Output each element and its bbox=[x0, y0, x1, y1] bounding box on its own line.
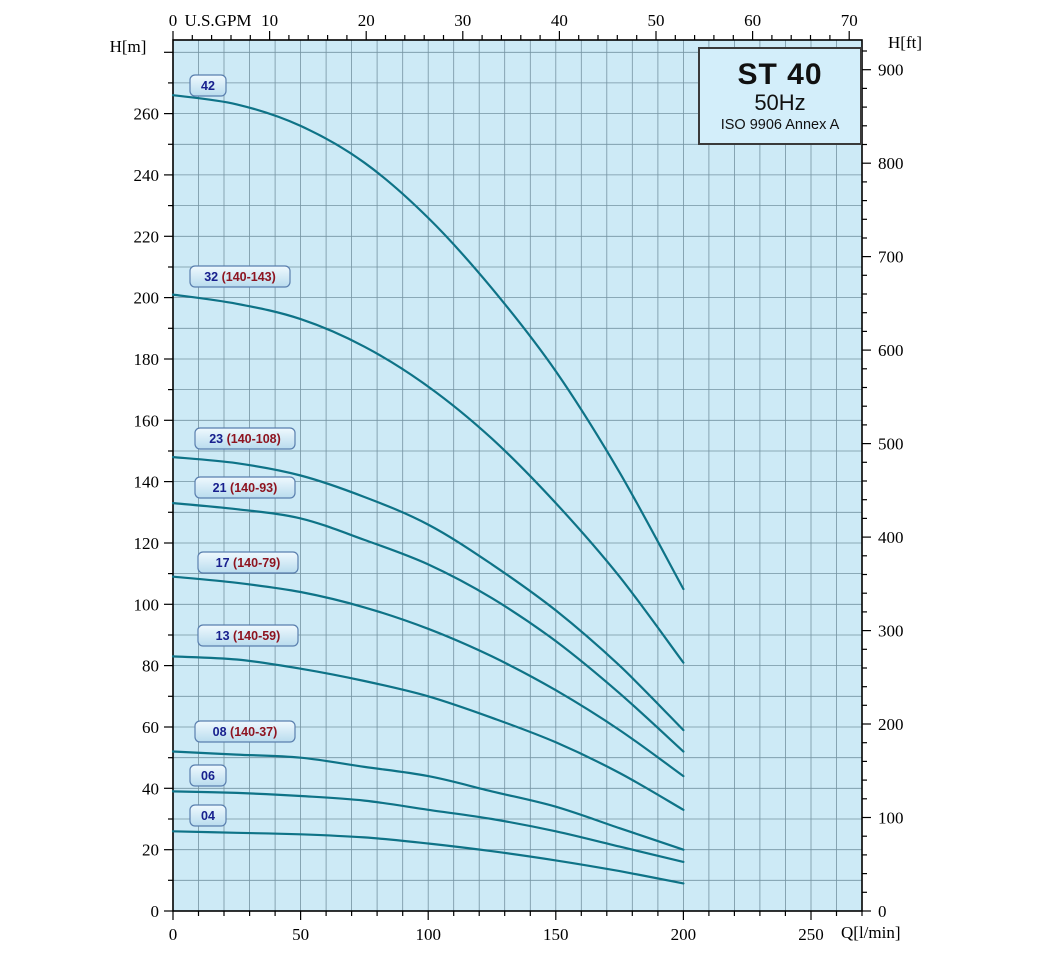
curve-06 bbox=[171, 790, 685, 863]
svg-text:06: 06 bbox=[201, 769, 215, 783]
title-box: ST 40 50Hz ISO 9906 Annex A bbox=[698, 47, 862, 145]
frequency-label: 50Hz bbox=[754, 90, 806, 116]
svg-text:100: 100 bbox=[134, 595, 160, 614]
curve-label-08: 08 (140-37) bbox=[194, 720, 296, 743]
svg-text:260: 260 bbox=[134, 105, 160, 124]
svg-text:50: 50 bbox=[292, 925, 309, 944]
svg-text:21 (140-93): 21 (140-93) bbox=[213, 481, 278, 495]
top-axis-unit-label: U.S.GPM bbox=[184, 11, 251, 30]
grid-lines bbox=[173, 40, 862, 911]
svg-text:700: 700 bbox=[878, 248, 904, 267]
plot-background bbox=[173, 40, 862, 911]
curve-label-42: 42 bbox=[189, 74, 227, 97]
svg-text:42: 42 bbox=[201, 79, 215, 93]
curve-label-32: 32 (140-143) bbox=[189, 265, 291, 288]
curve-23 bbox=[171, 456, 685, 732]
curve-label-04: 04 bbox=[189, 804, 227, 827]
standard-label: ISO 9906 Annex A bbox=[720, 117, 840, 134]
svg-text:20: 20 bbox=[142, 841, 159, 860]
right-axis-unit-label: H[ft] bbox=[888, 33, 922, 52]
svg-text:900: 900 bbox=[878, 61, 904, 80]
curve-08 bbox=[171, 750, 685, 851]
left-axis-unit-label: H[m] bbox=[109, 37, 147, 56]
curve-label-17: 17 (140-79) bbox=[197, 551, 299, 574]
svg-text:250: 250 bbox=[798, 925, 824, 944]
curve-labels: 42 32 (140-143) 23 (140-108) 21 (140-93) 17 … bbox=[189, 74, 299, 827]
curve-17 bbox=[171, 575, 685, 778]
svg-text:150: 150 bbox=[543, 925, 569, 944]
svg-text:100: 100 bbox=[415, 925, 441, 944]
svg-text:300: 300 bbox=[878, 622, 904, 641]
svg-text:17 (140-79): 17 (140-79) bbox=[216, 556, 281, 570]
svg-text:160: 160 bbox=[134, 411, 160, 430]
curve-42 bbox=[171, 94, 685, 591]
curve-label-23: 23 (140-108) bbox=[194, 427, 296, 450]
svg-text:200: 200 bbox=[878, 715, 904, 734]
svg-text:240: 240 bbox=[134, 166, 160, 185]
svg-text:13 (140-59): 13 (140-59) bbox=[216, 629, 281, 643]
pump-curves bbox=[171, 94, 685, 885]
svg-text:40: 40 bbox=[551, 11, 568, 30]
svg-text:80: 80 bbox=[142, 657, 159, 676]
svg-text:400: 400 bbox=[878, 528, 904, 547]
svg-text:32 (140-143): 32 (140-143) bbox=[204, 270, 276, 284]
svg-text:60: 60 bbox=[744, 11, 761, 30]
svg-text:20: 20 bbox=[358, 11, 375, 30]
svg-text:500: 500 bbox=[878, 435, 904, 454]
axis-ticks bbox=[164, 31, 871, 920]
curve-13 bbox=[171, 655, 685, 811]
svg-text:140: 140 bbox=[134, 473, 160, 492]
svg-text:100: 100 bbox=[878, 809, 904, 828]
svg-text:200: 200 bbox=[134, 289, 160, 308]
curve-04 bbox=[171, 830, 685, 885]
svg-text:70: 70 bbox=[841, 11, 858, 30]
svg-text:120: 120 bbox=[134, 534, 160, 553]
curve-label-06: 06 bbox=[189, 764, 227, 787]
svg-text:08 (140-37): 08 (140-37) bbox=[213, 725, 278, 739]
svg-text:800: 800 bbox=[878, 154, 904, 173]
svg-text:0: 0 bbox=[151, 902, 160, 921]
curve-label-21: 21 (140-93) bbox=[194, 476, 296, 499]
curve-21 bbox=[171, 502, 685, 753]
svg-text:30: 30 bbox=[454, 11, 471, 30]
svg-text:0: 0 bbox=[878, 902, 887, 921]
svg-text:40: 40 bbox=[142, 779, 159, 798]
svg-text:0: 0 bbox=[169, 11, 178, 30]
svg-text:04: 04 bbox=[201, 809, 215, 823]
curve-label-13: 13 (140-59) bbox=[197, 624, 299, 647]
pump-model-title: ST 40 bbox=[737, 57, 823, 91]
svg-text:600: 600 bbox=[878, 341, 904, 360]
curve-32 bbox=[171, 293, 685, 664]
bottom-axis-unit-label: Q[l/min] bbox=[841, 923, 901, 942]
svg-text:220: 220 bbox=[134, 227, 160, 246]
svg-text:200: 200 bbox=[671, 925, 697, 944]
svg-text:60: 60 bbox=[142, 718, 159, 737]
svg-text:0: 0 bbox=[169, 925, 178, 944]
svg-text:10: 10 bbox=[261, 11, 278, 30]
plot-border bbox=[172, 39, 863, 912]
svg-text:23 (140-108): 23 (140-108) bbox=[209, 432, 281, 446]
svg-text:50: 50 bbox=[648, 11, 665, 30]
svg-text:180: 180 bbox=[134, 350, 160, 369]
